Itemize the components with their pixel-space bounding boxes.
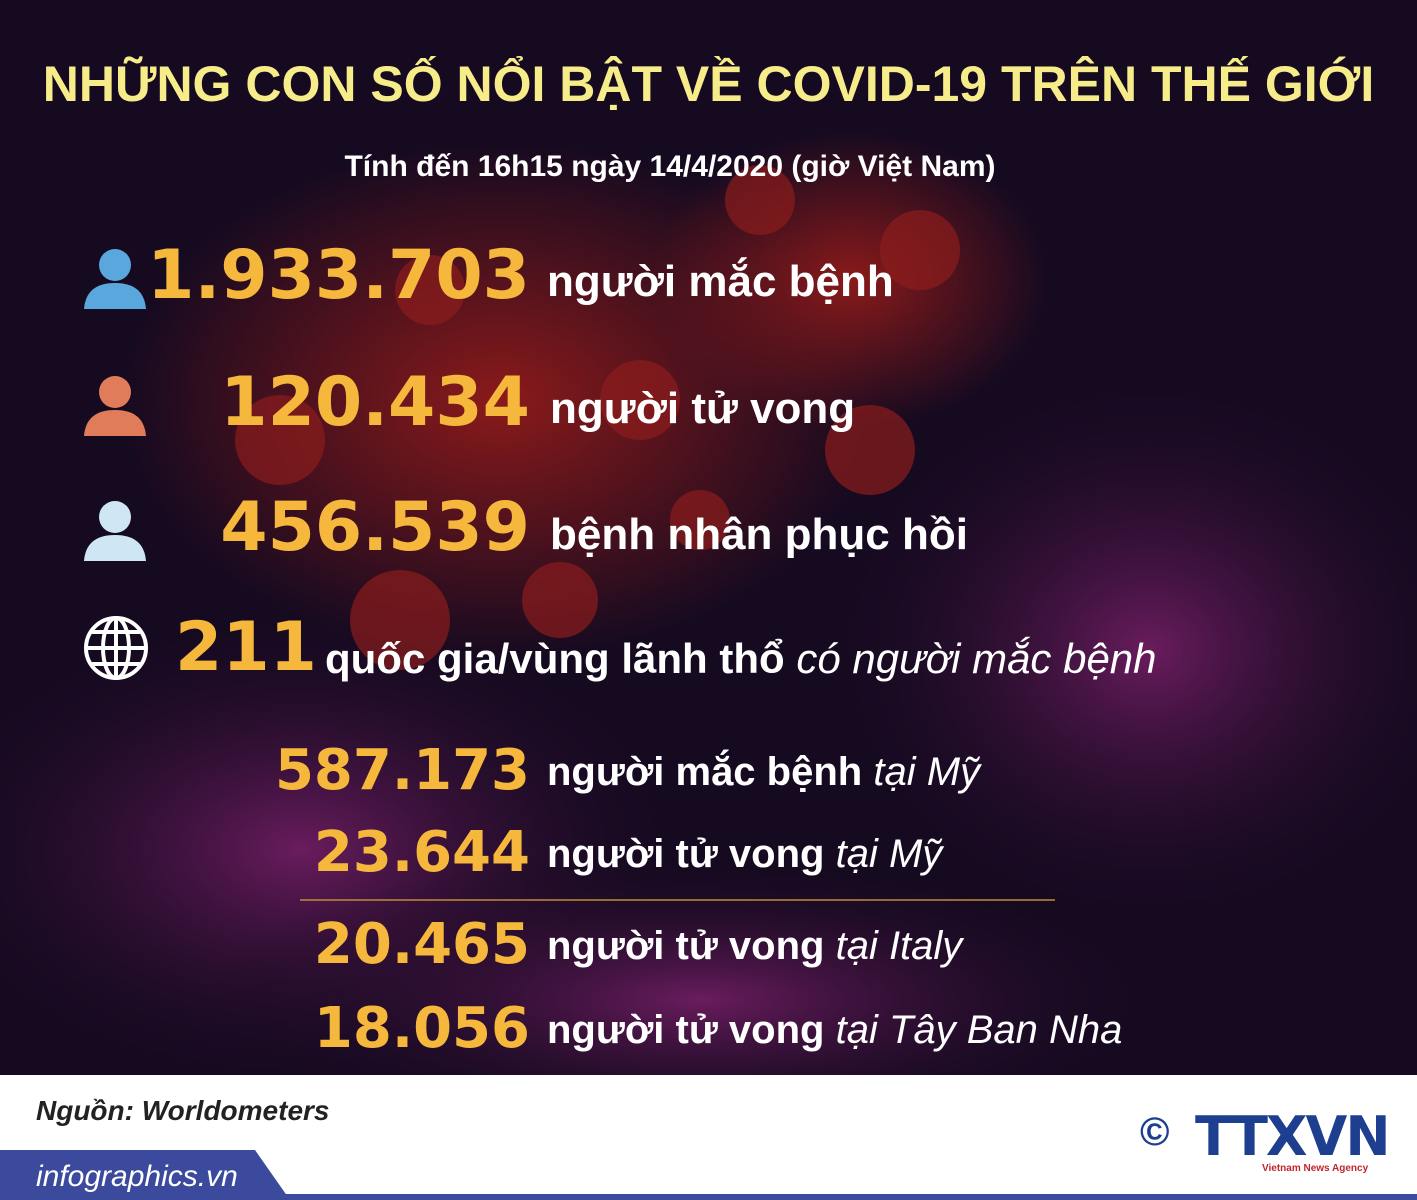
logo-subtitle: Vietnam News Agency — [1262, 1163, 1369, 1174]
note: tại Mỹ — [873, 750, 981, 794]
title: NHỮNG CON SỐ NỔI BẬT VỀ COVID-19 TRÊN TH… — [42, 56, 1375, 112]
globe-icon — [84, 616, 148, 680]
source: Nguồn: Worldometers — [36, 1095, 330, 1126]
stat-number: 1.933.703 — [147, 236, 530, 315]
label: người tử vong — [547, 1008, 825, 1052]
label: người tử vong — [547, 924, 825, 968]
stat-label: người mắc bệnh tại Mỹ — [547, 750, 980, 795]
stat-number: 20.465 — [313, 912, 530, 977]
label: quốc gia/vùng lãnh thổ — [325, 635, 785, 682]
stat-label: bệnh nhân phục hồi — [550, 510, 968, 559]
stat-label: người tử vong — [550, 384, 856, 433]
stat-label: người tử vong tại Tây Ban Nha — [547, 1008, 1122, 1053]
stat-number: 456.539 — [220, 488, 530, 567]
stat-number: 120.434 — [220, 363, 530, 442]
copyright: © — [1140, 1110, 1170, 1154]
note: có người mắc bệnh — [796, 635, 1157, 682]
website: infographics.vn — [36, 1160, 238, 1193]
person-icon — [84, 376, 146, 436]
stat-label: người mắc bệnh — [547, 257, 894, 306]
person-icon — [84, 501, 146, 561]
stat-label: người tử vong tại Mỹ — [547, 832, 942, 877]
logo: TTXVN — [1195, 1105, 1391, 1168]
footer-band — [0, 1150, 1417, 1200]
stat-label: người tử vong tại Italy — [547, 924, 962, 969]
note: tại Tây Ban Nha — [835, 1008, 1123, 1052]
stat-label: quốc gia/vùng lãnh thổ có người mắc bệnh — [325, 635, 1157, 683]
stat-number: 23.644 — [313, 820, 530, 885]
stat-number: 587.173 — [274, 738, 530, 803]
subtitle: Tính đến 16h15 ngày 14/4/2020 (giờ Việt … — [344, 150, 996, 183]
label: người mắc bệnh — [547, 750, 863, 794]
note: tại Mỹ — [835, 832, 943, 876]
person-icon — [84, 249, 146, 309]
note: tại Italy — [835, 924, 963, 968]
label: người tử vong — [547, 832, 825, 876]
background — [0, 130, 1417, 1075]
stat-number: 18.056 — [313, 996, 530, 1061]
stat-number: 211 — [175, 608, 317, 687]
